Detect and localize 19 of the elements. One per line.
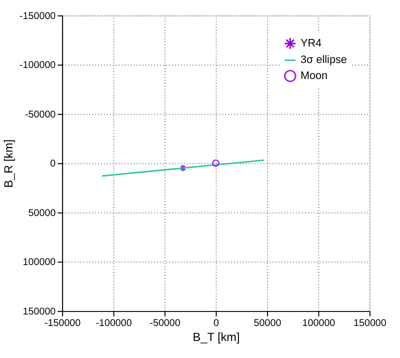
y-tick-label: -50000 bbox=[25, 109, 56, 120]
x-axis-title: B_T [km] bbox=[192, 330, 240, 344]
x-tick-label: -50000 bbox=[150, 318, 181, 330]
legend-label: Moon bbox=[300, 70, 328, 82]
y-tick-label: 50000 bbox=[28, 208, 56, 219]
y-axis-title: B_R [km] bbox=[2, 139, 16, 188]
x-tick-label: 150000 bbox=[354, 318, 387, 330]
x-tick-label: 0 bbox=[214, 318, 220, 330]
y-tick-label: 150000 bbox=[22, 306, 56, 318]
x-tick-label: 100000 bbox=[302, 318, 336, 330]
x-tick-label: -150000 bbox=[44, 318, 82, 330]
y-tick-label: 0 bbox=[50, 158, 56, 170]
x-tick-label: 50000 bbox=[254, 318, 282, 330]
y-tick-label: -100000 bbox=[20, 60, 56, 72]
y-tick-label: 100000 bbox=[22, 257, 56, 268]
legend-label: YR4 bbox=[300, 37, 322, 50]
legend-label: 3σ ellipse bbox=[300, 54, 347, 66]
x-tick-label: -100000 bbox=[96, 318, 132, 330]
y-tick-label: -150000 bbox=[20, 10, 56, 22]
